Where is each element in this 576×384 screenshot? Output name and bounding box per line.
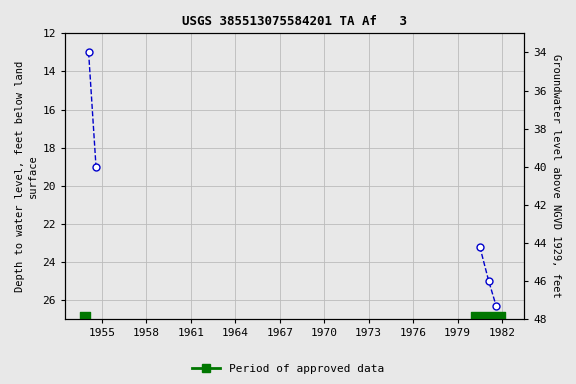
Legend: Period of approved data: Period of approved data [188,359,388,379]
Y-axis label: Depth to water level, feet below land
surface: Depth to water level, feet below land su… [15,61,38,292]
Title: USGS 385513075584201 TA Af   3: USGS 385513075584201 TA Af 3 [182,15,407,28]
Y-axis label: Groundwater level above NGVD 1929, feet: Groundwater level above NGVD 1929, feet [551,55,561,298]
